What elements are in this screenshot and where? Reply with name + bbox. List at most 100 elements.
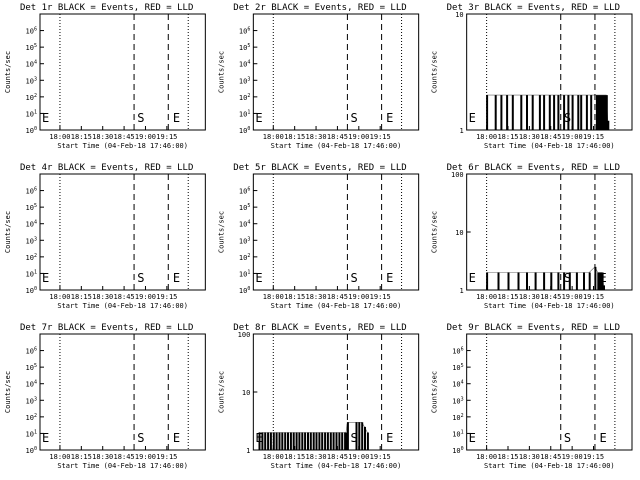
marker-end: E bbox=[386, 431, 393, 445]
y-tick-label: 1 bbox=[459, 287, 463, 295]
y-axis-label: Counts/sec bbox=[217, 51, 225, 93]
y-tick-label: 104 bbox=[26, 60, 37, 69]
y-tick-label: 105 bbox=[239, 43, 250, 52]
y-tick-label: 100 bbox=[26, 446, 37, 455]
x-tick-label: 19:15 bbox=[583, 293, 604, 301]
x-tick-label: 18:00 bbox=[263, 133, 284, 141]
marker-end-left: E bbox=[469, 271, 476, 285]
event-spikes bbox=[486, 95, 610, 130]
x-tick-label: 18:45 bbox=[114, 133, 135, 141]
y-tick-label: 102 bbox=[239, 253, 250, 262]
x-tick-label: 18:30 bbox=[92, 133, 113, 141]
x-axis-label: Start Time (04-Feb-18 17:46:00) bbox=[484, 302, 615, 310]
plot-frame bbox=[252, 173, 420, 291]
marker-end: E bbox=[173, 271, 180, 285]
detector-panel-7: Det 7r BLACK = Events, RED = LLD 100 101 10… bbox=[4, 323, 206, 470]
y-axis-label: Counts/sec bbox=[4, 211, 12, 253]
y-tick-label: 105 bbox=[26, 363, 37, 372]
x-tick-label: 18:00 bbox=[476, 453, 497, 461]
y-tick-label: 103 bbox=[26, 76, 37, 85]
y-tick-label: 100 bbox=[239, 126, 250, 135]
event-trace bbox=[259, 421, 368, 433]
marker-end-left: E bbox=[255, 111, 262, 125]
panel-title: Det 9r BLACK = Events, RED = LLD bbox=[447, 323, 620, 333]
x-tick-label: 18:30 bbox=[92, 293, 113, 301]
plot-frame bbox=[252, 13, 420, 131]
y-tick-label: 105 bbox=[239, 203, 250, 212]
x-tick-label: 18:30 bbox=[306, 133, 327, 141]
x-tick-label: 18:45 bbox=[540, 293, 561, 301]
detector-panel-1: Det 1r BLACK = Events, RED = LLD 100 101 10… bbox=[4, 3, 206, 150]
x-tick-label: 18:15 bbox=[284, 453, 305, 461]
x-tick-label: 18:00 bbox=[49, 133, 70, 141]
y-axis-label: Counts/sec bbox=[431, 211, 439, 253]
y-tick-label: 105 bbox=[452, 363, 463, 372]
marker-end: E bbox=[599, 271, 606, 285]
y-tick-label: 103 bbox=[452, 396, 463, 405]
y-tick-label: 103 bbox=[239, 236, 250, 245]
detector-panel-9: Det 9r BLACK = Events, RED = LLD 100 101 10… bbox=[431, 323, 633, 470]
y-tick-label: 1 bbox=[246, 447, 250, 455]
plot-frame bbox=[39, 13, 206, 131]
y-tick-label: 105 bbox=[26, 203, 37, 212]
x-tick-label: 19:15 bbox=[156, 293, 177, 301]
x-tick-label: 18:45 bbox=[540, 133, 561, 141]
x-tick-label: 19:15 bbox=[370, 133, 391, 141]
x-tick-label: 18:15 bbox=[284, 293, 305, 301]
x-tick-label: 19:00 bbox=[562, 453, 583, 461]
x-tick-label: 18:45 bbox=[540, 453, 561, 461]
marker-end: E bbox=[386, 111, 393, 125]
y-tick-label: 101 bbox=[239, 109, 250, 118]
marker-end: E bbox=[599, 431, 606, 445]
marker-start: S bbox=[564, 431, 571, 445]
y-tick-label: 103 bbox=[26, 396, 37, 405]
panel-title: Det 8r BLACK = Events, RED = LLD bbox=[233, 323, 406, 333]
x-tick-label: 18:15 bbox=[284, 133, 305, 141]
marker-start: S bbox=[351, 271, 358, 285]
x-tick-label: 18:30 bbox=[519, 453, 540, 461]
marker-end: E bbox=[173, 111, 180, 125]
y-axis-label: Counts/sec bbox=[217, 371, 225, 413]
y-tick-label: 103 bbox=[26, 236, 37, 245]
x-tick-label: 19:00 bbox=[135, 453, 156, 461]
marker-start: S bbox=[564, 111, 571, 125]
plot-frame bbox=[39, 173, 206, 291]
x-tick-label: 18:45 bbox=[327, 453, 348, 461]
x-axis-label: Start Time (04-Feb-18 17:46:00) bbox=[271, 142, 402, 150]
panel-title: Det 6r BLACK = Events, RED = LLD bbox=[447, 163, 620, 173]
marker-start: S bbox=[137, 111, 144, 125]
y-tick-label: 104 bbox=[239, 60, 250, 69]
x-tick-label: 19:15 bbox=[156, 453, 177, 461]
x-tick-label: 19:15 bbox=[156, 133, 177, 141]
y-tick-label: 104 bbox=[26, 220, 37, 229]
y-tick-label: 101 bbox=[26, 109, 37, 118]
x-tick-label: 19:00 bbox=[348, 453, 369, 461]
y-tick-label: 10 bbox=[455, 11, 463, 19]
y-tick-label: 1 bbox=[459, 127, 463, 135]
x-axis-label: Start Time (04-Feb-18 17:46:00) bbox=[271, 302, 402, 310]
x-tick-label: 18:45 bbox=[114, 453, 135, 461]
x-tick-label: 18:00 bbox=[263, 293, 284, 301]
y-axis-label: Counts/sec bbox=[217, 211, 225, 253]
x-tick-label: 18:00 bbox=[476, 133, 497, 141]
marker-end-left: E bbox=[42, 271, 49, 285]
marker-end-left: E bbox=[469, 431, 476, 445]
x-tick-label: 18:30 bbox=[306, 293, 327, 301]
y-tick-label: 104 bbox=[239, 220, 250, 229]
y-tick-label: 106 bbox=[26, 347, 37, 356]
x-tick-label: 19:00 bbox=[135, 133, 156, 141]
marker-start: S bbox=[351, 431, 358, 445]
panel-title: Det 7r BLACK = Events, RED = LLD bbox=[20, 323, 193, 333]
event-trace bbox=[486, 94, 609, 121]
x-tick-label: 18:45 bbox=[327, 293, 348, 301]
x-tick-label: 18:15 bbox=[71, 293, 92, 301]
x-tick-label: 18:15 bbox=[497, 293, 518, 301]
marker-start: S bbox=[137, 271, 144, 285]
y-tick-label: 106 bbox=[452, 347, 463, 356]
y-tick-label: 102 bbox=[26, 253, 37, 262]
y-tick-label: 104 bbox=[452, 380, 463, 389]
x-tick-label: 18:00 bbox=[476, 293, 497, 301]
y-tick-label: 106 bbox=[239, 187, 250, 196]
y-tick-label: 106 bbox=[239, 27, 250, 36]
